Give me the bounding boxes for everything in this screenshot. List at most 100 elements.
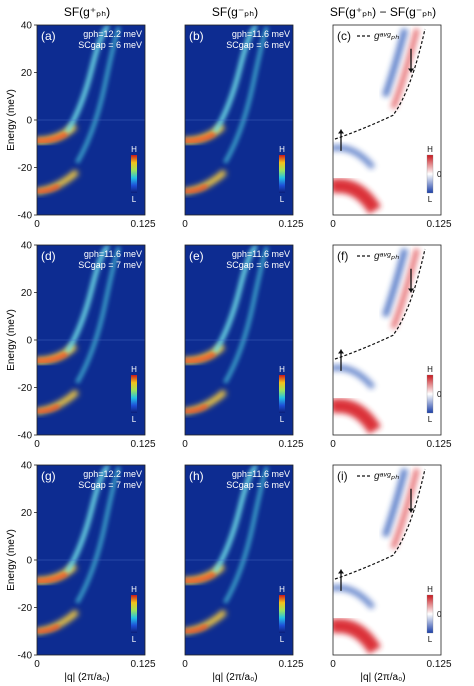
panel-tag: (h) xyxy=(189,469,204,483)
y-tick-label: -40 xyxy=(18,431,33,442)
colorbar-low-label: L xyxy=(132,635,137,644)
panel-param-gph: gph=12.2 meV xyxy=(83,29,142,39)
diff-red-upper xyxy=(390,248,420,330)
colorbar-diff xyxy=(426,374,434,414)
colorbar-high-label: H xyxy=(131,585,137,594)
panel-param-gph: gph=11.6 meV xyxy=(84,249,142,259)
colorbar-diff xyxy=(426,154,434,194)
band-lower-core xyxy=(185,132,216,143)
column-title-1: SF(g⁺ₚₕ) xyxy=(64,5,110,19)
panel-param-scgap: SCgap = 7 meV xyxy=(78,480,142,490)
panel-param-gph: gph=11.6 meV xyxy=(232,469,290,479)
panel-f: H L 0 (f) gᵃᵛᵍₚₕ 0 0.125 xyxy=(330,244,452,450)
panel-frame xyxy=(332,244,442,436)
diff-red-lobe xyxy=(333,398,382,435)
y-axis-label-row1: Energy (meV) xyxy=(6,89,17,151)
branch-upper-1 xyxy=(64,465,110,574)
panel-frame xyxy=(184,244,294,436)
panel-tag: (b) xyxy=(189,29,204,43)
branch-upper-2 xyxy=(223,466,269,604)
y-tick-label: 40 xyxy=(21,21,33,32)
gph-avg-curve xyxy=(334,248,426,360)
diff-blue-lower xyxy=(333,144,376,170)
band-lower-core xyxy=(185,572,216,583)
colorbar-high-label: H xyxy=(131,365,137,374)
colorbar-high-label: H xyxy=(279,365,285,374)
arrow-up-head xyxy=(338,129,344,134)
panel-content xyxy=(185,245,293,435)
x-tick-label-start: 0 xyxy=(34,439,40,450)
colorbar-high-label: H xyxy=(131,145,137,154)
colorbar-zero-label: 0 xyxy=(437,390,442,399)
diff-red-upper xyxy=(390,28,420,110)
panel-tag: (c) xyxy=(337,29,351,43)
panel-frame xyxy=(184,24,294,216)
arrow-up-head xyxy=(338,349,344,354)
x-axis-label-2: |q| (2π/a₀) xyxy=(212,672,257,683)
x-tick-label-start: 0 xyxy=(330,219,336,230)
diff-blue-lower xyxy=(333,584,376,610)
colorbar-high-label: H xyxy=(427,365,433,374)
panel-tag: (f) xyxy=(337,249,348,263)
branch-upper-1 xyxy=(212,465,258,574)
y-axis-label-row3: Energy (meV) xyxy=(6,529,17,591)
panel-frame xyxy=(332,24,442,216)
x-tick-label-end: 0.125 xyxy=(278,219,303,230)
legend-label: gᵃᵛᵍₚₕ xyxy=(374,251,400,262)
colorbar xyxy=(131,595,137,633)
branch-upper-2 xyxy=(75,466,121,604)
colorbar-low-label: L xyxy=(280,415,285,424)
x-tick-label-end: 0.125 xyxy=(426,439,451,450)
panel-tag: (i) xyxy=(337,469,348,483)
y-tick-label: -20 xyxy=(18,163,33,174)
panel-content xyxy=(37,465,145,655)
colorbar-low-label: L xyxy=(280,195,285,204)
x-tick-label-start: 0 xyxy=(330,659,336,670)
y-tick-label: 40 xyxy=(21,241,33,252)
panel-content xyxy=(185,25,293,215)
x-tick-label-start: 0 xyxy=(34,219,40,230)
x-tick-label-end: 0.125 xyxy=(130,659,155,670)
colorbar-low-label: L xyxy=(132,415,137,424)
panel-param-scgap: SCgap = 6 meV xyxy=(226,260,290,270)
branch-upper-1 xyxy=(212,25,258,134)
panel-content xyxy=(333,25,441,215)
band-lower-core xyxy=(185,352,216,363)
colorbar-diff xyxy=(426,594,434,634)
branch-upper-1 xyxy=(212,245,258,354)
legend-label: gᵃᵛᵍₚₕ xyxy=(374,471,400,482)
colorbar-low-label: L xyxy=(280,635,285,644)
colorbar-high-label: H xyxy=(427,145,433,154)
x-tick-label-start: 0 xyxy=(182,219,188,230)
panel-c: H L 0 (c) gᵃᵛᵍₚₕ 0 0.125 xyxy=(330,24,452,230)
colorbar xyxy=(279,155,285,193)
branch-upper-2 xyxy=(75,246,121,384)
x-tick-label-end: 0.125 xyxy=(130,219,155,230)
diff-red-lobe xyxy=(333,178,382,215)
diff-blue-upper xyxy=(382,468,408,538)
colorbar-low-label: L xyxy=(132,195,137,204)
x-tick-label-end: 0.125 xyxy=(426,659,451,670)
panel-param-scgap: SCgap = 6 meV xyxy=(226,40,290,50)
panel-i: H L 0 (i) gᵃᵛᵍₚₕ 0 0.125 xyxy=(330,464,452,670)
colorbar-low-label: L xyxy=(428,195,433,204)
y-axis-label-row2: Energy (meV) xyxy=(6,309,17,371)
band-lower-core xyxy=(37,352,68,363)
branch-upper-2 xyxy=(75,26,121,164)
panel-tag: (e) xyxy=(189,249,204,263)
colorbar xyxy=(279,595,285,633)
y-tick-label: 0 xyxy=(26,336,32,347)
x-tick-label-end: 0.125 xyxy=(426,219,451,230)
y-tick-label: -20 xyxy=(18,383,33,394)
band-lower-core xyxy=(37,572,68,583)
x-tick-label-end: 0.125 xyxy=(130,439,155,450)
diff-red-lobe xyxy=(333,618,382,655)
diff-blue-upper xyxy=(382,28,408,98)
x-tick-label-end: 0.125 xyxy=(278,439,303,450)
